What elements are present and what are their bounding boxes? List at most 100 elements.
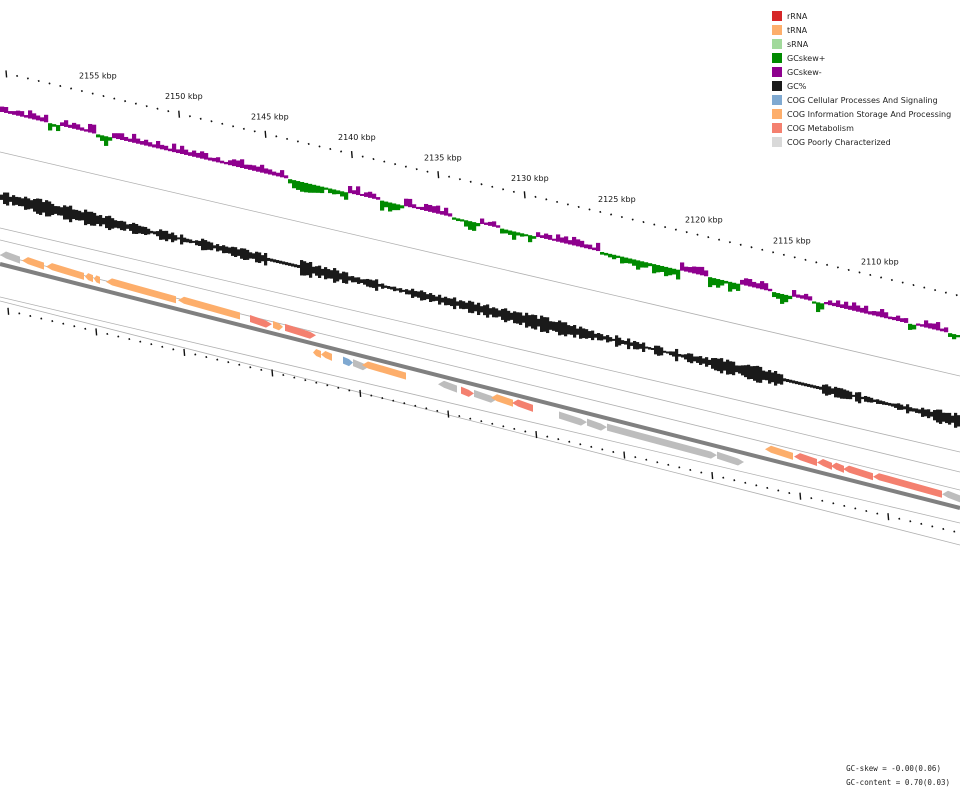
gc-skew-neg-bar [756,283,761,289]
ruler-tick [653,223,656,226]
inner-ruler-tick [766,486,769,490]
gc-content-bar [177,237,181,240]
gc-skew-pos-bar [812,301,817,304]
gc-skew-pos-bar [56,125,61,132]
ruler-tick [372,157,375,161]
inner-ruler-tick [469,417,472,420]
legend-swatch [772,109,782,119]
inner-ruler-tick [84,327,87,330]
gc-skew-pos-bar [600,251,605,255]
gc-content-bar [636,342,640,350]
inner-ruler-tick [381,397,384,400]
gc-skew-neg-bar [488,221,493,226]
gc-skew-neg-bar [588,244,593,250]
gc-content-bar [891,403,895,407]
gc-content-bar [180,234,184,245]
gc-content-bar [831,388,835,394]
gc-content-bar [885,402,889,406]
ruler-tick [307,142,310,146]
gc-content-bar [360,279,364,284]
gc-skew-neg-bar [160,144,165,150]
legend-swatch [772,81,782,91]
gc-skew-pos-bar [108,137,113,141]
gc-skew-pos-bar [616,255,621,258]
gc-skew-neg-bar [4,107,9,113]
gc-skew-neg-bar [412,204,417,209]
gc-skew-neg-bar [32,113,37,120]
gc-content-bar [489,308,493,315]
ruler-tick [599,210,602,214]
gc-skew-neg-bar [196,152,201,158]
gc-content-bar [552,321,556,331]
ruler-tick [188,115,191,118]
inner-ruler-tick [788,491,791,495]
inner-ruler-tick [634,456,637,459]
gc-content-bar [207,241,211,250]
inner-ruler [7,307,956,533]
ruler-tick [588,208,591,211]
gene-arrow [607,423,717,459]
gc-skew-neg-bar [244,164,249,169]
gc-content-bar [864,395,868,402]
inner-ruler-tick [821,499,824,502]
gc-skew-neg-bar [928,323,933,329]
gc-content-bar [276,260,280,264]
gc-content-bar [393,286,397,292]
genome-stats: GC-skew = -0.00(0.06) GC-content = 0.70(… [846,762,950,790]
gc-content-bar [720,358,724,374]
gc-skew-neg-bar [128,138,133,142]
gc-skew-neg-bar [224,161,229,165]
gc-content-bar [438,294,442,305]
ruler-tick [642,220,645,224]
gc-content-bar [498,310,502,317]
gc-content-bar [861,396,865,400]
gc-content-bar [516,312,520,324]
ruler-tick [426,170,429,173]
ruler-tick [404,165,407,168]
gc-content-bar [432,294,436,302]
gc-content-bar [534,315,538,330]
inner-ruler-tick [689,468,692,472]
gc-skew-neg-bar [168,148,173,152]
ruler-tick [156,107,159,110]
gc-skew-pos-bar [332,189,337,195]
ruler-tick [264,130,267,138]
gc-content-bar [240,248,244,259]
gc-content-bar [903,406,907,410]
gc-skew-neg-bar [236,160,241,168]
gc-content-bar [336,270,340,282]
gc-skew-neg-bar [140,141,145,145]
gc-skew-neg-bar [280,170,285,178]
gc-skew-pos-bar [320,186,325,194]
gc-skew-pos-bar [476,223,481,227]
gc-skew-neg-bar [744,278,749,286]
legend-item-cog-cellular: COG Cellular Processes And Signaling [772,93,951,107]
gc-skew-pos-bar [724,280,729,284]
gc-content-bar [375,279,379,291]
gc-content-bar [807,383,811,387]
gc-content-bar [609,337,613,342]
inner-ruler-tick [139,340,142,343]
gc-skew-neg-bar [496,225,501,228]
gc-content-bar [159,229,163,240]
legend-swatch [772,123,782,133]
legend-label: GCskew+ [787,53,826,63]
gc-skew-neg-bar [264,168,269,174]
gc-skew-neg-bar [564,236,569,244]
gc-content-bar [939,409,943,424]
gc-content-bar [654,345,658,355]
gc-content-bar [912,408,916,412]
gc-skew-neg-bar [848,305,853,310]
gc-content-bar [402,289,406,292]
gc-content-bar [384,285,388,288]
gc-content-bar [459,300,463,309]
gc-skew-neg-bar [252,165,257,171]
gc-content-bar [870,397,874,403]
gc-content-bar [255,251,259,263]
ruler-tick [912,283,915,287]
legend-label: COG Poorly Characterized [787,137,891,147]
legend-label: rRNA [787,11,808,21]
gc-skew-neg-bar [760,281,765,290]
gc-content-bar [540,315,544,332]
gc-content-bar [888,402,892,406]
